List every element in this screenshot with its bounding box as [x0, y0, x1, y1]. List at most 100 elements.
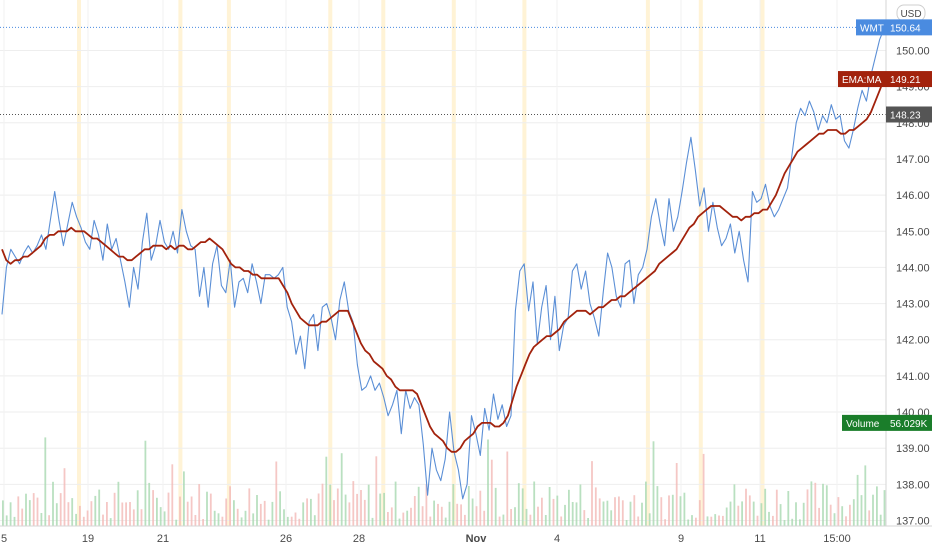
price-tick-label: 144.00 — [896, 262, 930, 274]
volume-bar — [687, 519, 690, 526]
volume-bar — [121, 502, 124, 526]
volume-bar — [814, 482, 817, 526]
volume-bar — [591, 461, 593, 526]
volume-bar — [209, 493, 212, 526]
time-tick-label: Nov — [466, 533, 488, 545]
volume-bar — [71, 498, 74, 526]
volume-bar — [783, 520, 786, 526]
series-badges: WMT 150.64 EMA:MA 149.21 148.23 Volume 56.029K — [838, 19, 932, 431]
volume-bar — [206, 491, 208, 526]
session-band — [645, 0, 650, 526]
volume-bar — [764, 488, 767, 526]
time-tick-label: 19 — [82, 533, 94, 545]
volume-bar — [109, 518, 112, 526]
series-lines — [1, 28, 885, 500]
volume-bar — [502, 514, 505, 526]
volume-bar — [833, 513, 836, 526]
volume-bar — [733, 484, 736, 526]
grid-lines — [0, 0, 886, 526]
volume-bar — [433, 500, 435, 526]
volume-bar — [718, 515, 720, 526]
volume-bar — [17, 496, 20, 526]
volume-bar — [594, 487, 597, 526]
volume-bar — [348, 502, 351, 526]
volume-bar — [683, 492, 686, 526]
price-tick-label: 146.00 — [896, 190, 930, 202]
ema-name-badge: EMA:MA — [838, 71, 886, 88]
volume-bar — [876, 486, 878, 526]
volume-bar — [641, 502, 643, 526]
volume-bar — [714, 514, 717, 526]
volume-bar — [167, 492, 170, 526]
volume-bar — [75, 513, 77, 526]
volume-bar — [741, 501, 743, 526]
volume-bar — [5, 515, 8, 526]
volume-bar — [21, 508, 24, 526]
volume-bars — [2, 437, 886, 526]
volume-bar — [775, 489, 778, 526]
volume-bar — [387, 512, 389, 526]
volume-bar — [490, 459, 493, 526]
volume-bar — [645, 481, 647, 526]
price-tick-label: 145.00 — [896, 226, 930, 238]
volume-bar — [487, 439, 489, 526]
svg-text:Volume: Volume — [846, 419, 880, 430]
volume-bar — [556, 495, 559, 526]
volume-bar — [852, 499, 855, 526]
volume-bar — [310, 498, 312, 526]
volume-bar — [263, 500, 266, 526]
volume-bar — [533, 481, 536, 526]
volume-bar — [148, 482, 151, 526]
volume-bar — [40, 513, 43, 526]
volume-bar — [444, 517, 447, 526]
volume-bar — [406, 510, 409, 526]
price-tick-label: 138.00 — [896, 479, 930, 491]
volume-bar — [618, 496, 620, 526]
volume-bar — [225, 498, 228, 526]
volume-bar — [213, 510, 216, 526]
volume-bar — [856, 474, 859, 526]
volume-bar — [286, 516, 289, 526]
volume-bar — [722, 515, 724, 526]
volume-bar — [822, 483, 824, 526]
volume-bar — [664, 519, 666, 526]
currency-button[interactable]: USD — [896, 4, 926, 22]
session-band — [381, 0, 386, 526]
volume-bar — [510, 509, 512, 526]
volume-name-badge: Volume — [842, 414, 886, 431]
volume-bar — [791, 518, 794, 526]
volume-bar — [44, 437, 47, 526]
session-highlights — [77, 0, 765, 526]
volume-bar — [171, 464, 174, 526]
volume-bar — [283, 509, 285, 526]
volume-bar — [190, 496, 193, 526]
volume-bar — [421, 506, 424, 526]
volume-bar — [614, 497, 616, 526]
volume-bar — [537, 506, 539, 526]
volume-bar — [202, 519, 204, 526]
volume-bar — [425, 484, 428, 526]
volume-bar — [802, 502, 805, 526]
volume-bar — [621, 500, 624, 526]
volume-bar — [394, 481, 397, 526]
time-tick-label: 15:00 — [823, 533, 851, 545]
volume-bar — [125, 502, 127, 526]
volume-bar — [483, 510, 486, 526]
volume-bar — [825, 485, 828, 526]
volume-bar — [240, 517, 243, 526]
volume-bar — [82, 516, 85, 526]
volume-bar — [467, 486, 470, 526]
volume-bar — [129, 502, 131, 526]
time-tick-label: 5 — [1, 533, 7, 545]
price-axis[interactable] — [886, 0, 932, 526]
volume-bar — [544, 515, 547, 526]
volume-bar — [159, 507, 162, 526]
volume-bar — [306, 498, 308, 526]
volume-bar — [695, 517, 697, 526]
time-tick-label: 26 — [280, 533, 292, 545]
wmt-price-badge: 150.64 — [886, 19, 932, 36]
volume-bar — [883, 490, 886, 526]
volume-bar — [575, 502, 578, 526]
volume-bar — [248, 488, 251, 526]
